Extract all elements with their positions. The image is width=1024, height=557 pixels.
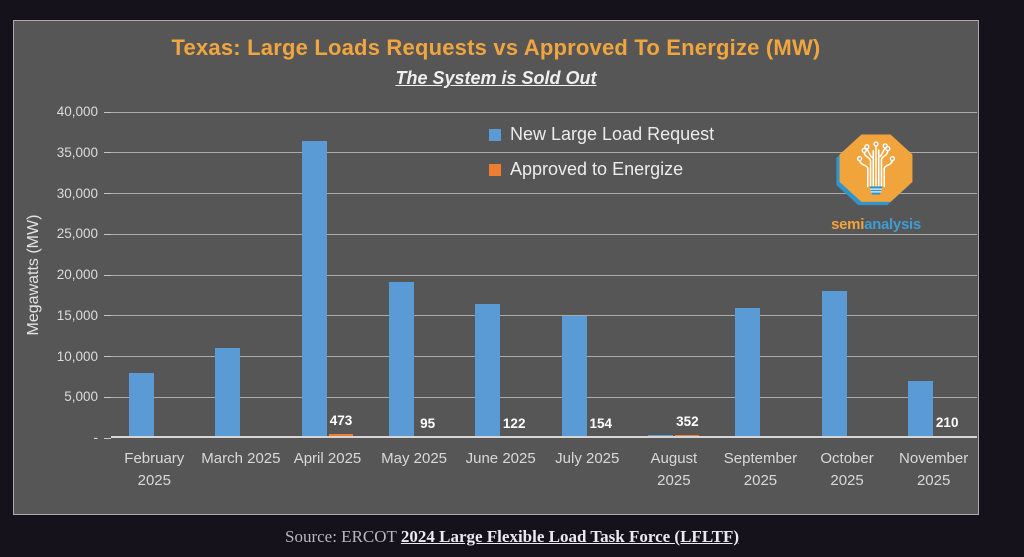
y-tick-mark	[104, 274, 111, 276]
x-axis-label: June 2025	[465, 450, 536, 467]
bar-new-large-load-request	[215, 348, 241, 438]
y-tick-label: 15,000	[56, 307, 98, 323]
bar-value-label: 154	[589, 415, 613, 431]
gridline	[111, 193, 977, 194]
chart-subtitle: The System is Sold Out	[395, 68, 597, 88]
legend-item-approved-to-energize: Approved to Energize	[489, 159, 714, 180]
gridline	[111, 111, 977, 113]
x-axis-label: March 2025	[201, 450, 281, 467]
x-axis-label: October 2025	[820, 450, 874, 489]
bar-new-large-load-request	[388, 281, 414, 438]
legend-swatch-blue-icon	[489, 128, 501, 141]
semianalysis-logo: semianalysis	[830, 131, 922, 233]
bar-new-large-load-request	[821, 291, 847, 438]
source-prefix: Source: ERCOT	[285, 527, 401, 546]
x-axis-label: September 2025	[723, 450, 798, 489]
plot-area: - 5,000 10,000 15,000 20,000 25,000 30,000 35,0…	[57, 104, 977, 445]
bar-value-label: 95	[420, 416, 436, 431]
source-citation: Source: ERCOT 2024 Large Flexible Load T…	[0, 527, 1024, 547]
wordmark-analysis: analysis	[864, 216, 921, 233]
gridline	[111, 274, 977, 276]
y-tick-mark	[104, 396, 111, 398]
chart-title: Texas: Large Loads Requests vs Approved …	[171, 35, 821, 60]
bar-group: 95	[371, 112, 458, 438]
bar-group: 154	[544, 112, 631, 438]
bar-value-label: 473	[329, 413, 353, 429]
gridline	[111, 396, 977, 398]
chart-legend: New Large Load Request Approved to Energ…	[489, 124, 714, 194]
legend-label: Approved to Energize	[510, 159, 684, 179]
bar-group: 473	[284, 112, 371, 438]
y-tick-mark	[104, 152, 111, 154]
x-axis-line	[111, 436, 977, 438]
legend-item-new-large-load-request: New Large Load Request	[489, 124, 714, 145]
bar-new-large-load-request	[475, 304, 501, 438]
semianalysis-wordmark: semianalysis	[830, 216, 922, 233]
x-axis-label: April 2025	[293, 450, 362, 467]
y-tick-label: 5,000	[64, 389, 98, 405]
y-tick-mark	[104, 437, 111, 439]
gridline	[111, 233, 977, 235]
y-tick-label: -	[93, 430, 99, 445]
chart-panel: Texas: Large Loads Requests vs Approved …	[13, 20, 979, 515]
y-tick-mark	[104, 356, 111, 357]
x-axis-label: November 2025	[899, 450, 969, 489]
x-axis-labels: February 2025 March 2025 April 2025 May 202…	[111, 448, 977, 492]
legend-swatch-orange-icon	[489, 163, 501, 176]
gridline	[111, 315, 977, 317]
y-tick-label: 30,000	[56, 185, 98, 201]
x-axis-label: July 2025	[555, 450, 620, 467]
bar-new-large-load-request	[128, 372, 154, 438]
y-tick-mark	[104, 315, 111, 317]
wordmark-semi: semi	[831, 216, 865, 233]
y-tick-mark	[104, 233, 111, 235]
bar-group	[717, 112, 804, 438]
bar-new-large-load-request	[301, 140, 327, 438]
gridline	[111, 356, 977, 357]
bar-value-label: 352	[676, 414, 699, 430]
bar-new-large-load-request	[734, 308, 760, 438]
y-tick-label: 40,000	[56, 104, 98, 119]
y-tick-label: 10,000	[56, 348, 98, 364]
y-tick-label: 25,000	[56, 226, 98, 242]
y-tick-label: 20,000	[56, 267, 98, 282]
y-tick-mark	[104, 193, 111, 194]
semianalysis-octagon-circuit-bulb-icon	[835, 131, 917, 214]
bar-value-label: 122	[502, 416, 526, 431]
bar-group	[804, 112, 891, 438]
bar-group	[198, 112, 285, 438]
legend-label: New Large Load Request	[510, 124, 715, 144]
gridline	[111, 152, 977, 154]
bar-new-large-load-request	[561, 315, 587, 438]
y-tick-label: 35,000	[56, 144, 98, 160]
x-axis-label: February 2025	[124, 450, 185, 489]
y-tick-mark	[104, 111, 111, 113]
source-link[interactable]: 2024 Large Flexible Load Task Force (LFL…	[400, 527, 739, 546]
x-axis-label: August 2025	[650, 450, 698, 489]
bar-value-label: 210	[935, 415, 959, 431]
x-axis-label: May 2025	[381, 450, 448, 467]
bar-new-large-load-request	[908, 380, 934, 438]
bar-group: 210	[890, 112, 977, 438]
bar-group	[111, 112, 198, 438]
